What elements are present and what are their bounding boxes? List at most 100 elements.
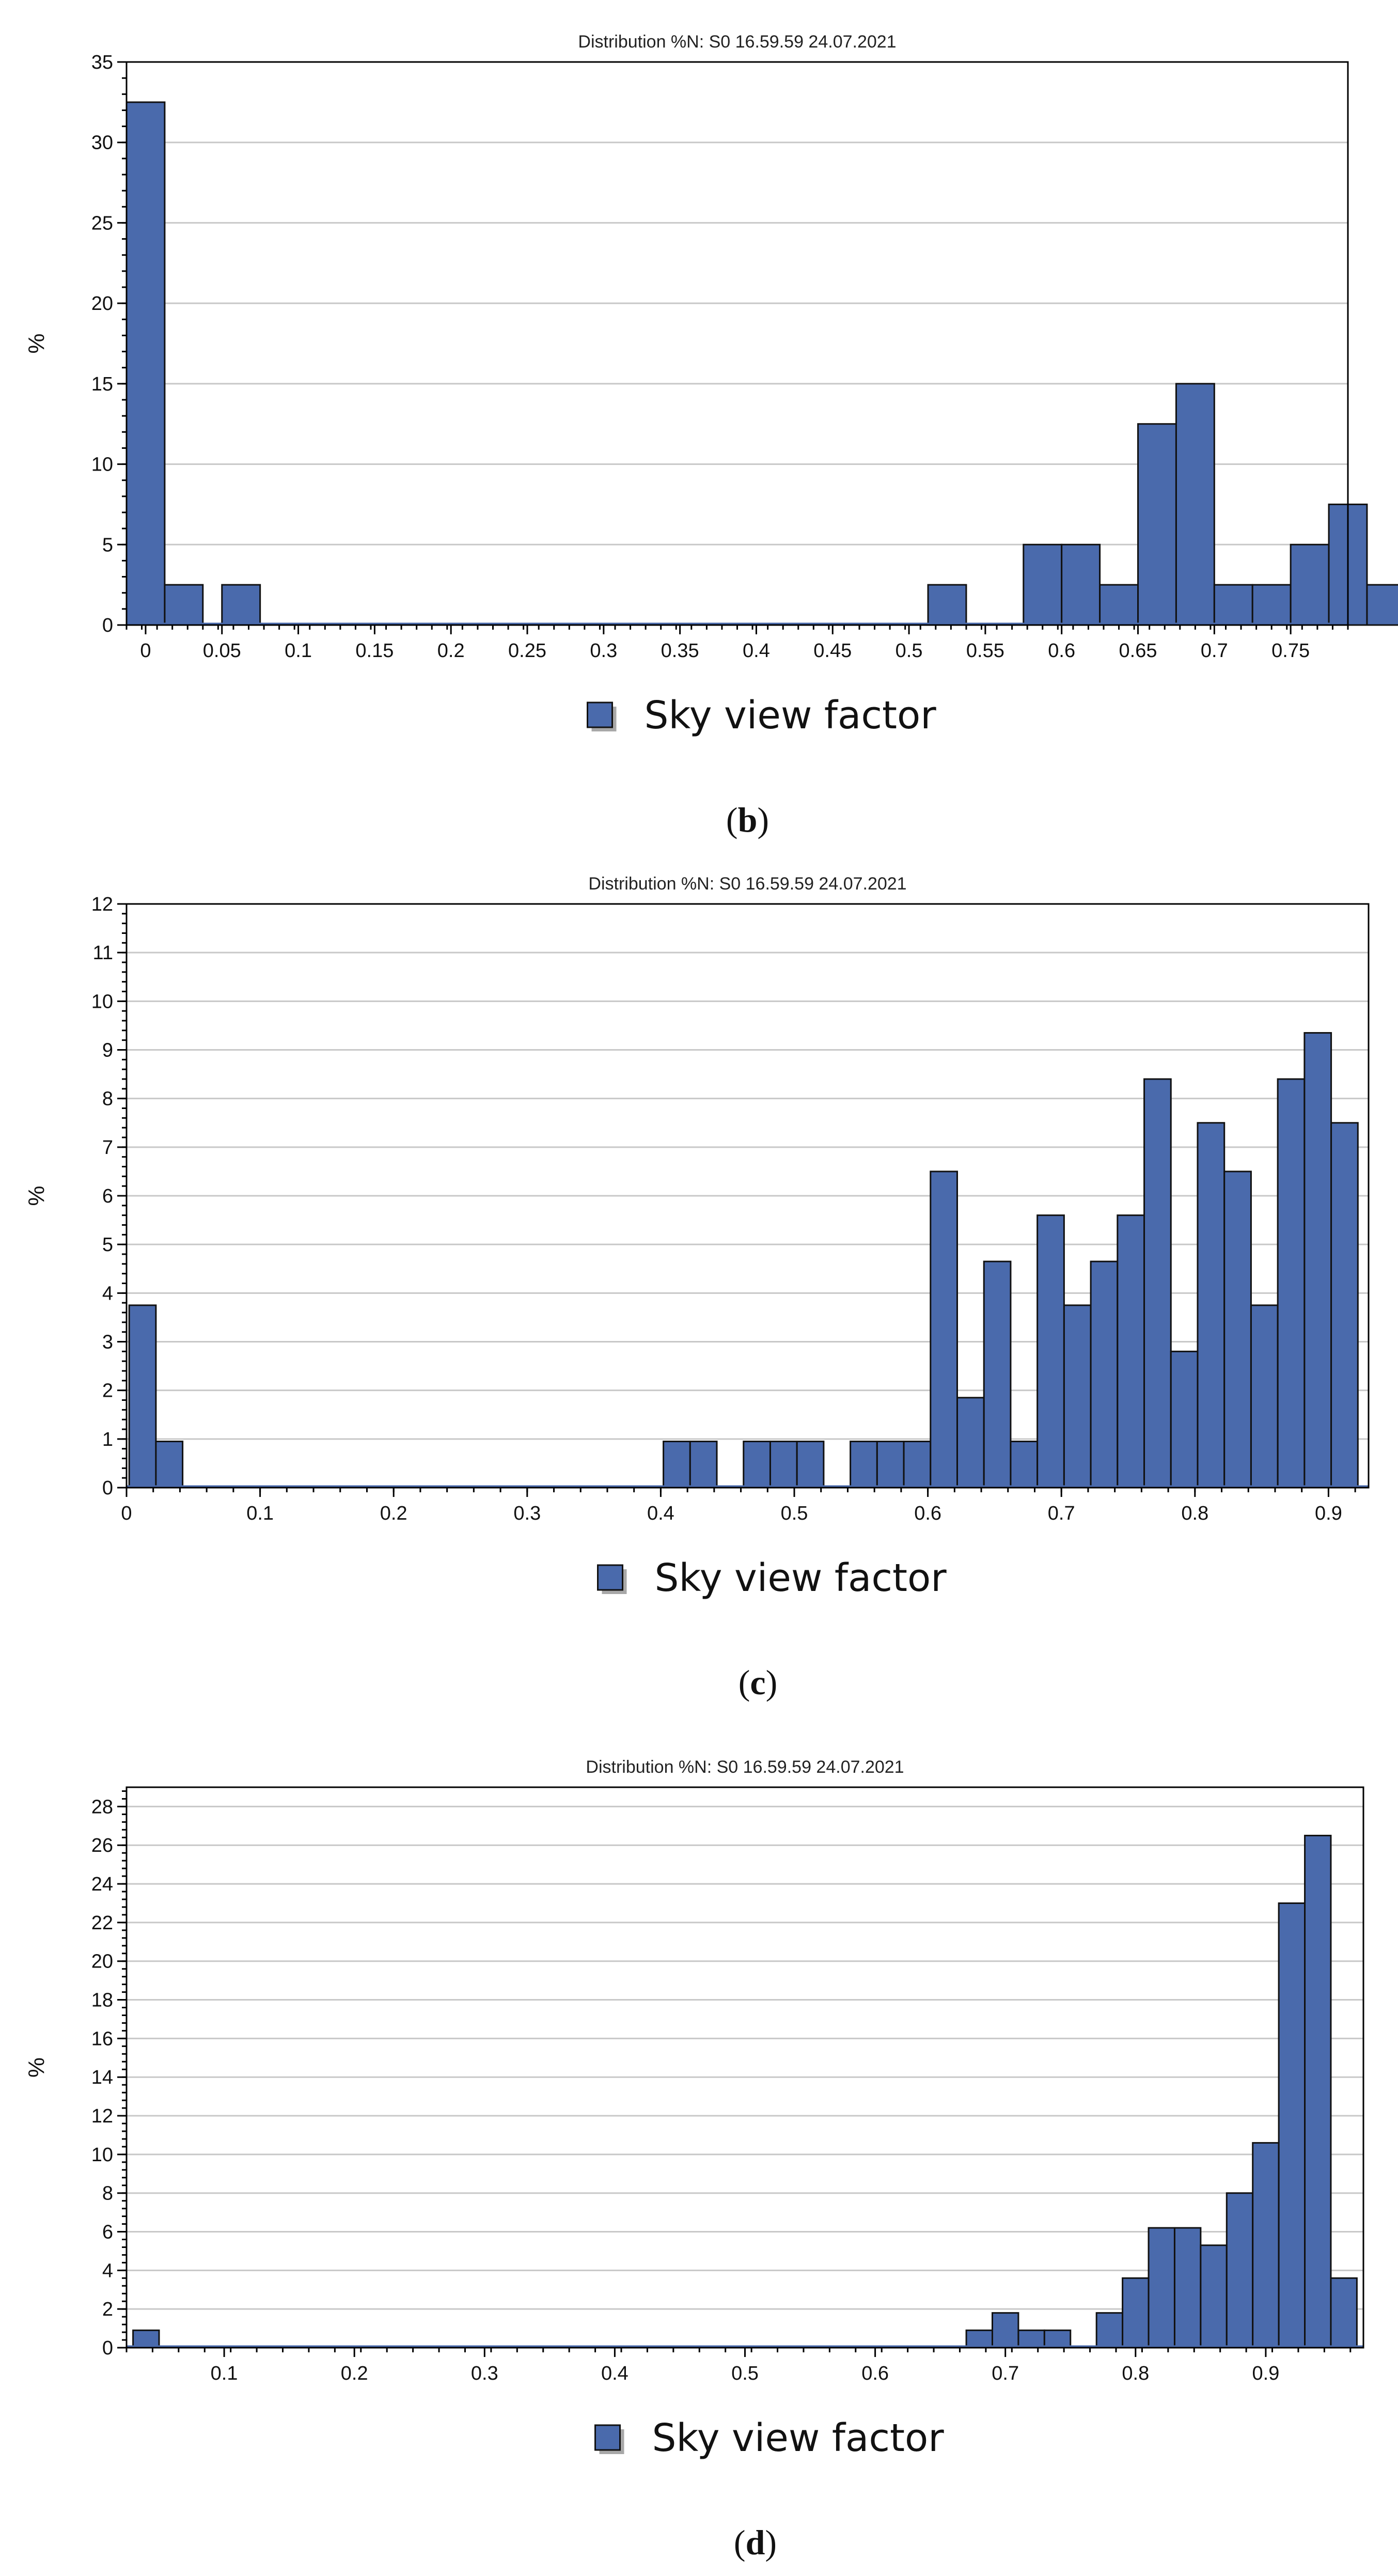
chart-b-ytick-label: 15 [91,373,113,395]
chart-c-bar [663,1441,691,1489]
chart-d-bar [1173,2227,1202,2349]
chart-c-bar [930,1170,959,1489]
chart-b-xtick-label: 0.05 [203,640,241,662]
chart-d-ytick-label: 14 [91,2067,113,2088]
chart-c-ytick-label: 7 [102,1137,113,1159]
chart-d-bar [1043,2329,1072,2349]
chart-c-xtick-label: 0.7 [1048,1503,1075,1524]
chart-c-ytick-label: 4 [102,1283,113,1304]
chart-c-bar [1303,1032,1332,1489]
chart-d-bar [1017,2329,1045,2349]
chart-panel-d: Distribution %N: S0 16.59.59 24.07.2021 0… [0,1715,1398,2576]
chart-c-bar [1143,1078,1172,1489]
chart-b-bar [1137,423,1177,626]
chart-b-bar [927,584,967,626]
chart-d-bar [965,2329,994,2349]
chart-b-xtick-label: 0.2 [437,640,465,662]
chart-c-legend-label: Sky view factor [655,1556,947,1600]
chart-b-xtick-label: 0.15 [355,640,394,662]
chart-b-caption-letter: b [738,800,758,839]
chart-d-legend-label: Sky view factor [652,2416,945,2460]
chart-d-ylabel: % [24,2057,49,2078]
chart-c-xtick-label: 0.1 [246,1503,274,1524]
chart-d-ytick-label: 0 [102,2337,113,2359]
chart-b-xtick-label: 0 [140,640,151,662]
chart-c-ytick-label: 0 [102,1477,113,1499]
chart-c-bar [1170,1350,1199,1489]
chart-d-bar [1095,2312,1124,2349]
chart-c-legend-swatch [597,1564,623,1591]
chart-c-ytick-label: 5 [102,1234,113,1256]
chart-c-xtick-label: 0 [121,1503,132,1524]
chart-c-xtick-label: 0.5 [781,1503,808,1524]
chart-b-ylabel: % [24,333,49,353]
chart-d-xtick-label: 0.6 [861,2363,889,2384]
chart-c-bar [1090,1260,1119,1489]
chart-d-bar [132,2329,160,2349]
chart-c-bar [1197,1122,1226,1489]
chart-b-bar [1175,383,1215,626]
chart-b-xtick-label: 0.5 [896,640,923,662]
chart-b-ytick-label: 30 [91,132,113,154]
chart-c-title: Distribution %N: S0 16.59.59 24.07.2021 [588,874,906,894]
chart-d-bar [1304,1835,1332,2349]
chart-c-bar [743,1441,771,1489]
chart-b-xtick-label: 0.3 [590,640,617,662]
chart-c-xtick-label: 0.3 [513,1503,541,1524]
chart-c-bar [769,1441,798,1489]
chart-c-caption-letter: c [750,1663,765,1702]
chart-c-ytick-label: 11 [93,942,113,964]
chart-d-bar [992,2312,1019,2349]
chart-c-xtick-label: 0.4 [647,1503,674,1524]
chart-b-xtick-label: 0.55 [966,640,1004,662]
chart-d-ytick-label: 4 [102,2260,113,2282]
chart-c-bar [850,1441,878,1489]
chart-b-legend-swatch [587,701,613,728]
chart-c-ytick-label: 6 [102,1185,113,1207]
chart-d-ytick-label: 22 [91,1912,113,1934]
chart-c-bar [1330,1122,1359,1489]
chart-d-xtick-label: 0.1 [211,2363,238,2384]
chart-b-caption: (b) [726,800,769,839]
chart-c-bar [1223,1170,1252,1489]
chart-c-bar [1277,1078,1306,1489]
chart-c-xtick-label: 0.6 [914,1503,941,1524]
chart-d-title: Distribution %N: S0 16.59.59 24.07.2021 [586,1757,904,1777]
chart-b-bar [1213,584,1253,626]
chart-b-bar [1023,543,1063,626]
chart-c-svg: Distribution %N: S0 16.59.59 24.07.2021 0… [24,874,1370,1702]
chart-d-bar [1226,2192,1254,2349]
chart-d-ytick-label: 8 [102,2183,113,2205]
chart-c-bar [1036,1214,1065,1489]
chart-d-bar [1200,2244,1228,2349]
chart-c-ylabel: % [24,1185,49,1206]
chart-b-ytick-label: 5 [102,534,113,556]
chart-c-bar [1117,1214,1145,1489]
chart-d-caption-letter: d [746,2523,765,2562]
chart-b-xtick-label: 0.4 [743,640,770,662]
chart-b-bar [125,101,166,626]
chart-d-xtick-label: 0.7 [992,2363,1019,2384]
chart-c-xtick-label: 0.2 [380,1503,407,1524]
chart-b-ytick-label: 0 [102,615,113,636]
chart-c-xtick-label: 0.8 [1181,1503,1208,1524]
chart-d-bar [1252,2142,1280,2349]
chart-d-xtick-label: 0.4 [601,2363,629,2384]
chart-b-ytick-label: 25 [91,212,113,234]
chart-b-xtick-label: 0.6 [1048,640,1075,662]
chart-c-ytick-label: 10 [91,991,113,1012]
chart-d-ytick-label: 20 [91,1951,113,1973]
chart-b-xtick-label: 0.75 [1271,640,1310,662]
chart-c-bar [155,1441,184,1489]
chart-b-bar [1061,543,1101,626]
chart-d-ytick-label: 16 [91,2028,113,2050]
chart-c-ytick-label: 9 [102,1040,113,1061]
chart-c-bar [903,1441,932,1489]
chart-d-ytick-label: 2 [102,2299,113,2320]
chart-d-xtick-label: 0.9 [1252,2363,1280,2384]
chart-d-svg: Distribution %N: S0 16.59.59 24.07.2021 0… [24,1757,1364,2562]
chart-b-bar [1366,584,1398,626]
chart-b-xtick-label: 0.65 [1119,640,1157,662]
chart-c-bar [956,1397,985,1489]
chart-c-bar [796,1441,825,1489]
